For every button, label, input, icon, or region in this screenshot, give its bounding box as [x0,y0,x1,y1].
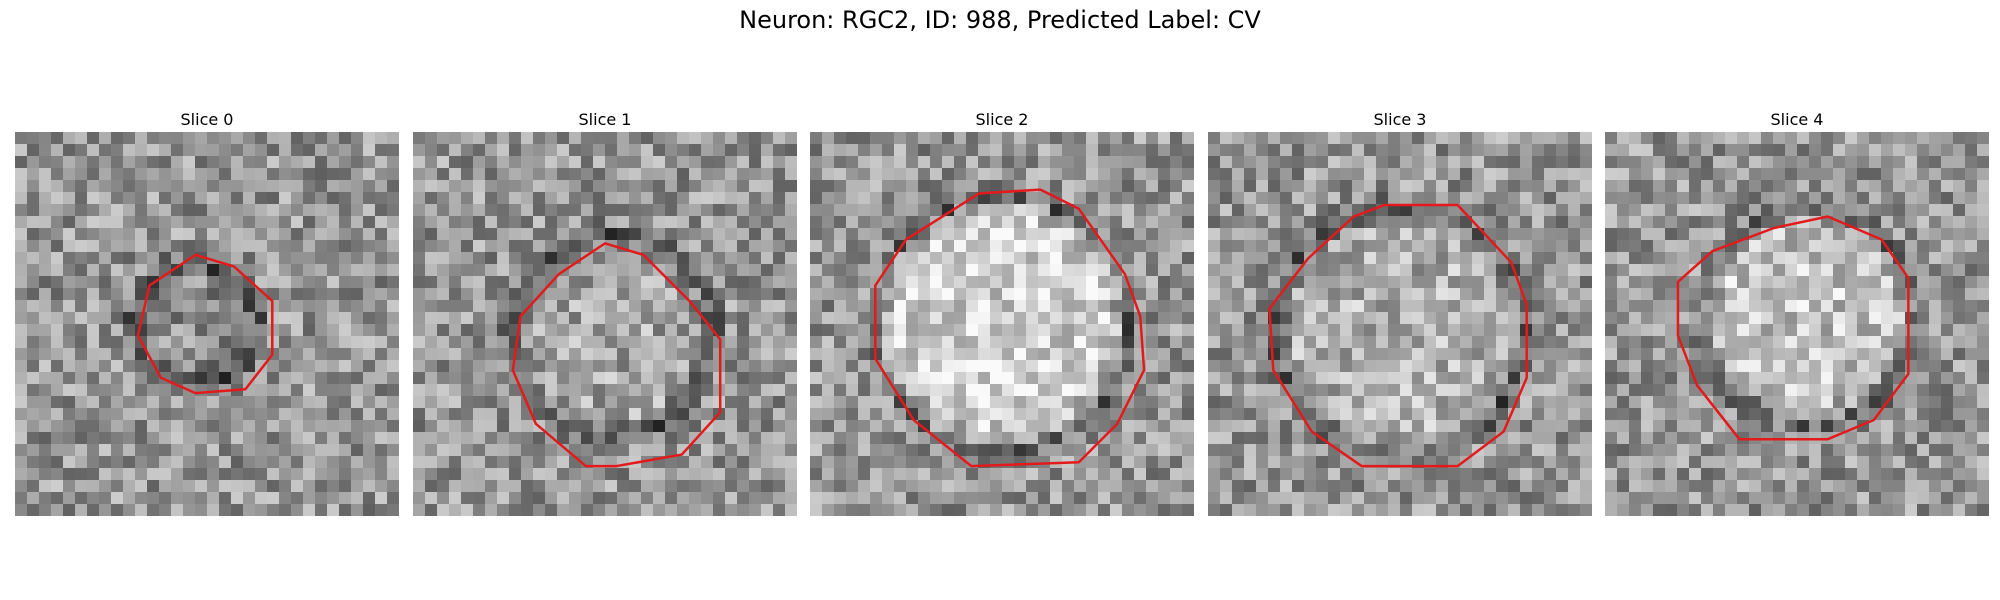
slice-image [1208,132,1592,516]
slice-title: Slice 3 [1373,110,1427,129]
figure-title: Neuron: RGC2, ID: 988, Predicted Label: … [739,6,1261,34]
segmentation-outline [136,253,274,395]
slice-title: Slice 0 [180,110,234,129]
segmentation-outline [874,188,1146,468]
segmentation-outline [511,242,722,468]
pixel-grid [810,132,1194,516]
slice-title: Slice 2 [975,110,1029,129]
pixel-grid [413,132,797,516]
slice-panel-1: Slice 1 [413,108,797,516]
slice-image [810,132,1194,516]
segmentation-outline [1268,203,1528,468]
pixel-grid [1605,132,1989,516]
slice-panel-4: Slice 4 [1605,108,1989,516]
slice-panel-3: Slice 3 [1208,108,1592,516]
slice-panel-0: Slice 0 [15,108,399,516]
slice-image [1605,132,1989,516]
pixel-grid [1208,132,1592,516]
slice-image [15,132,399,516]
pixel-grid [15,132,399,516]
slice-title: Slice 1 [578,110,632,129]
segmentation-outline [1676,215,1910,441]
slice-panel-2: Slice 2 [810,108,1194,516]
slice-image [413,132,797,516]
slice-title: Slice 4 [1770,110,1824,129]
